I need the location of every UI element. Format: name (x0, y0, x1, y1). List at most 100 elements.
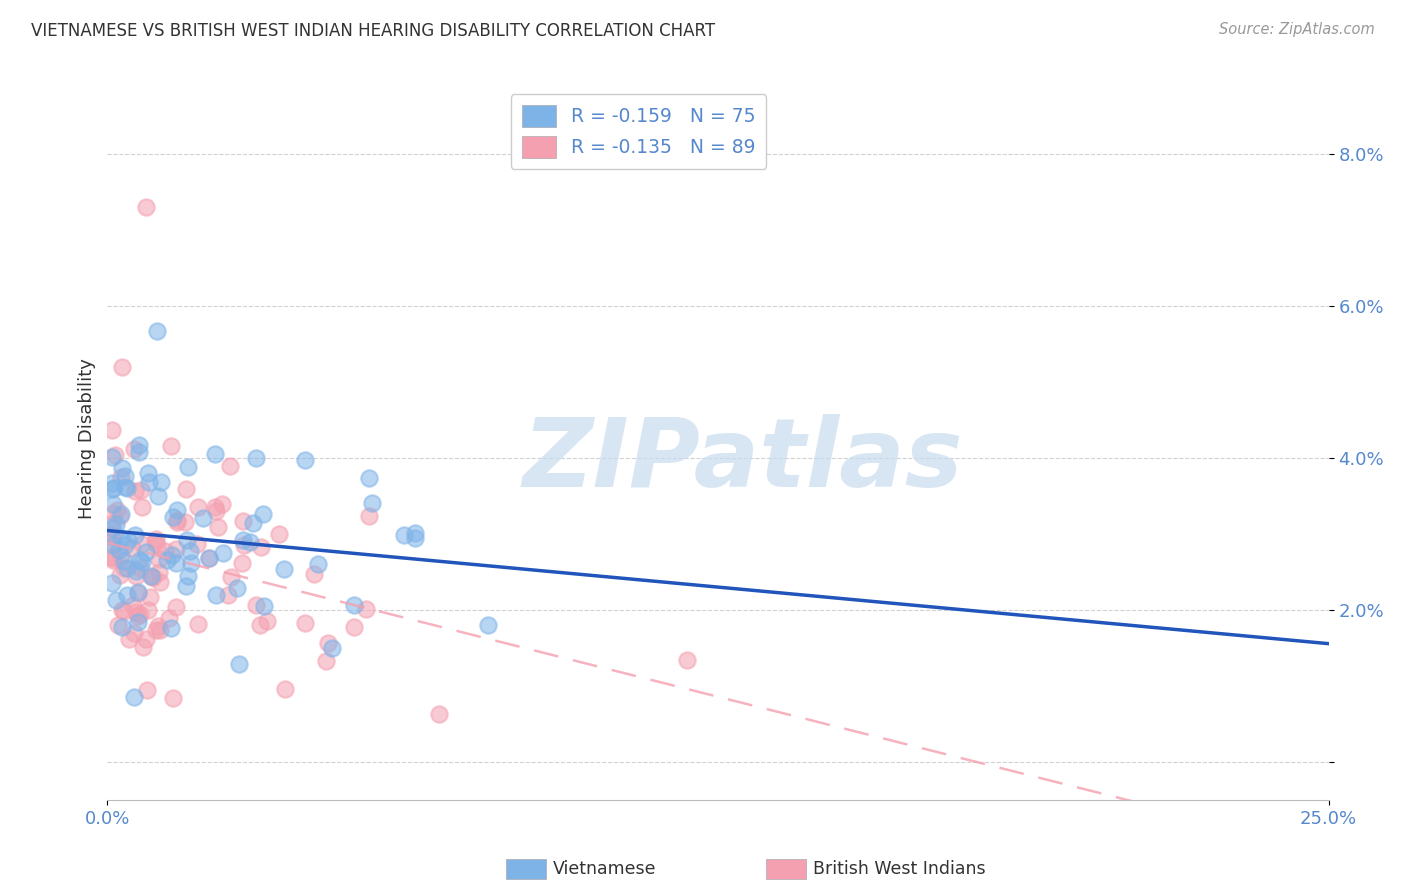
Point (103, 497, 125, 511)
Text: VIETNAMESE VS BRITISH WEST INDIAN HEARING DISABILITY CORRELATION CHART: VIETNAMESE VS BRITISH WEST INDIAN HEARIN… (31, 22, 716, 40)
Point (180, 556, 202, 570)
Point (110, 469, 132, 483)
Point (239, 535, 262, 549)
Point (131, 537, 153, 551)
Point (122, 626, 145, 640)
Point (115, 560, 138, 574)
Point (112, 560, 135, 574)
Point (124, 528, 146, 542)
Point (108, 567, 131, 582)
Point (219, 570, 242, 584)
Point (165, 600, 187, 615)
Text: British West Indians: British West Indians (813, 860, 986, 878)
Point (108, 543, 131, 558)
Point (107, 618, 129, 632)
Point (361, 496, 384, 510)
Point (232, 514, 254, 528)
Point (253, 599, 276, 613)
Point (139, 569, 162, 583)
Point (204, 447, 226, 461)
Point (228, 657, 250, 672)
Point (252, 507, 274, 521)
Point (267, 526, 290, 541)
Point (111, 603, 134, 617)
Point (129, 561, 152, 575)
Point (174, 516, 197, 530)
Point (207, 520, 229, 534)
Point (127, 609, 149, 624)
Point (191, 511, 214, 525)
Point (165, 542, 187, 557)
Point (128, 445, 150, 459)
Point (131, 555, 153, 569)
Point (101, 482, 124, 496)
Point (177, 459, 200, 474)
Point (226, 582, 249, 596)
Point (101, 521, 124, 535)
Point (205, 504, 228, 518)
Point (108, 508, 131, 523)
Point (162, 690, 184, 705)
Point (114, 538, 136, 552)
Point (115, 589, 138, 603)
Point (204, 500, 226, 514)
Point (104, 448, 127, 462)
Text: Vietnamese: Vietnamese (553, 860, 657, 878)
Point (131, 500, 153, 514)
Point (166, 512, 188, 526)
Point (176, 569, 198, 583)
Point (125, 568, 148, 582)
Point (321, 641, 343, 656)
Point (118, 632, 141, 646)
Legend: R = -0.159   N = 75, R = -0.135   N = 89: R = -0.159 N = 75, R = -0.135 N = 89 (510, 94, 766, 169)
Point (122, 690, 145, 704)
Point (129, 553, 152, 567)
Text: Source: ZipAtlas.com: Source: ZipAtlas.com (1219, 22, 1375, 37)
Point (101, 506, 124, 520)
Point (125, 605, 148, 619)
Point (127, 584, 149, 599)
Point (112, 604, 135, 618)
Point (197, 551, 219, 566)
Point (211, 497, 233, 511)
Point (250, 541, 273, 555)
Point (187, 617, 209, 632)
Point (142, 570, 165, 584)
Y-axis label: Hearing Disability: Hearing Disability (79, 359, 96, 519)
Point (125, 564, 148, 578)
Point (136, 683, 159, 698)
Point (129, 483, 152, 498)
Point (302, 567, 325, 582)
Point (114, 479, 136, 493)
Point (187, 500, 209, 514)
Point (138, 475, 160, 489)
Point (112, 554, 135, 568)
Point (160, 622, 183, 636)
Point (162, 510, 184, 524)
Point (217, 588, 239, 602)
Point (149, 475, 172, 489)
Point (101, 549, 124, 564)
Point (114, 468, 136, 483)
Point (128, 438, 150, 452)
Point (122, 442, 145, 456)
Point (105, 516, 128, 531)
Point (111, 460, 134, 475)
Point (146, 538, 169, 552)
Point (103, 553, 125, 567)
Point (343, 598, 366, 612)
Point (132, 640, 155, 654)
Point (101, 450, 124, 464)
Point (111, 359, 134, 374)
Point (104, 592, 127, 607)
Point (676, 653, 699, 667)
Point (145, 532, 167, 546)
Point (129, 607, 152, 622)
Point (149, 575, 172, 590)
Point (176, 533, 198, 547)
Text: ZIPatlas: ZIPatlas (522, 414, 963, 507)
Point (156, 552, 179, 566)
Point (197, 551, 219, 566)
Point (159, 610, 181, 624)
Point (141, 570, 163, 584)
